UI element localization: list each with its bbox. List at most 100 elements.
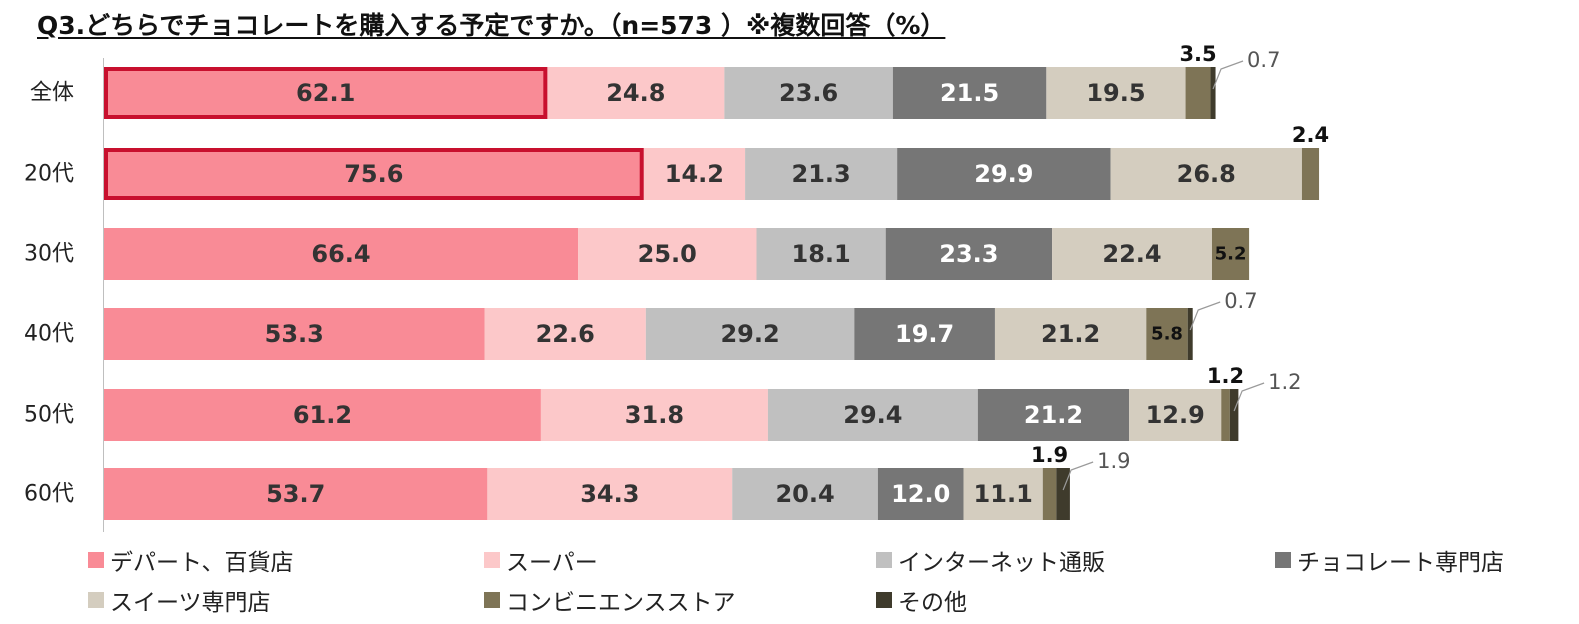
bar-3-6 [1187,308,1193,360]
bar-2-3 [885,228,1053,280]
value-label-5-3: 12.0 [891,480,950,508]
bar-4-1 [540,389,768,441]
value-label-4-0: 61.2 [293,401,352,429]
legend-swatch-4 [88,592,104,608]
legend-label-3: チョコレート専門店 [1297,550,1504,576]
value-label-2-0: 66.4 [311,240,370,268]
bar-5-6 [1056,468,1070,520]
value-label-3-3: 19.7 [895,320,954,348]
legend-label-6: その他 [898,590,967,616]
bar-1-2 [745,148,898,200]
legend-item-5: コンビニエンスストア [484,583,736,617]
bar-3-2 [645,308,855,360]
value-label-2-1: 25.0 [638,240,697,268]
legend-swatch-6 [876,592,892,608]
category-label-3: 40代 [24,322,74,347]
value-label-3-6: 0.7 [1224,289,1257,313]
legend-item-1: スーパー [484,543,598,577]
value-label-4-3: 21.2 [1024,401,1083,429]
value-label-1-5: 2.4 [1292,123,1329,147]
bar-5-1 [487,468,733,520]
value-label-5-2: 20.4 [775,480,834,508]
value-label-2-2: 18.1 [792,240,851,268]
value-label-3-4: 21.2 [1041,320,1100,348]
value-label-0-1: 24.8 [606,79,665,107]
value-label-5-5: 1.9 [1031,443,1068,467]
bar-4-5 [1221,389,1230,441]
legend-label-5: コンビニエンスストア [506,590,736,616]
legend-label-0: デパート、百貨店 [110,550,294,576]
value-label-1-1: 14.2 [665,160,724,188]
bar-3-3 [854,308,995,360]
value-label-4-1: 31.8 [625,401,684,429]
bar-0-2 [724,67,893,119]
category-label-4: 50代 [24,403,74,428]
bar-5-4 [963,468,1043,520]
leader-line-3 [1189,301,1221,331]
legend-item-6: その他 [876,583,967,617]
legend-item-3: チョコレート専門店 [1275,543,1504,577]
bar-4-3 [977,389,1130,441]
category-label-5: 60代 [24,482,74,507]
value-label-0-3: 21.5 [940,79,999,107]
bar-0-6 [1210,67,1216,119]
value-label-5-6: 1.9 [1097,449,1130,473]
bar-3-4 [994,308,1147,360]
value-label-0-5: 3.5 [1179,42,1216,66]
bar-1-1 [643,148,746,200]
chart-title: Q3.どちらでチョコレートを購入する予定ですか。（n=573 ）※複数回答（%） [37,11,946,40]
value-label-0-4: 19.5 [1086,79,1145,107]
value-label-4-2: 29.4 [843,401,902,429]
bar-2-4 [1052,228,1212,280]
legend-swatch-0 [88,552,104,568]
value-label-0-0: 62.1 [296,79,355,107]
leader-line-5 [1062,461,1094,491]
bar-5-0 [104,468,488,520]
legend-swatch-1 [484,552,500,568]
value-label-1-2: 21.3 [792,160,851,188]
bar-4-6 [1229,389,1239,441]
value-label-4-5: 1.2 [1207,364,1244,388]
bar-3-1 [484,308,646,360]
legend-swatch-3 [1275,552,1291,568]
bar-1-0 [104,148,644,200]
leader-line-4 [1233,382,1265,412]
legend-item-4: スイーツ専門店 [88,583,271,617]
bar-4-0 [104,389,541,441]
bar-3-0 [104,308,485,360]
highlight-box-1-0 [104,148,644,200]
bar-0-5 [1185,67,1211,119]
value-label-4-6: 1.2 [1268,370,1301,394]
bar-5-5 [1042,468,1057,520]
bar-2-2 [756,228,886,280]
bar-0-1 [547,67,725,119]
value-label-0-2: 23.6 [779,79,838,107]
bar-1-3 [897,148,1111,200]
bar-2-1 [578,228,757,280]
value-label-3-2: 29.2 [720,320,779,348]
legend-swatch-2 [876,552,892,568]
leader-line-0 [1212,60,1244,90]
category-label-0: 全体 [30,81,74,106]
bar-2-0 [104,228,579,280]
value-label-4-4: 12.9 [1146,401,1205,429]
value-label-2-4: 22.4 [1102,240,1161,268]
legend-label-1: スーパー [506,550,598,576]
bar-1-4 [1110,148,1302,200]
value-label-3-1: 22.6 [536,320,595,348]
value-label-1-0: 75.6 [344,160,403,188]
value-label-2-3: 23.3 [939,240,998,268]
bar-4-2 [767,389,978,441]
value-label-3-0: 53.3 [265,320,324,348]
value-label-1-4: 26.8 [1177,160,1236,188]
bar-0-3 [892,67,1047,119]
bar-4-4 [1129,389,1222,441]
bar-3-5 [1146,308,1188,360]
category-label-2: 30代 [24,242,74,267]
value-label-0-6: 0.7 [1247,48,1280,72]
highlight-box-0-0 [104,67,548,119]
legend-item-0: デパート、百貨店 [88,543,294,577]
value-label-2-5: 5.2 [1215,244,1247,265]
